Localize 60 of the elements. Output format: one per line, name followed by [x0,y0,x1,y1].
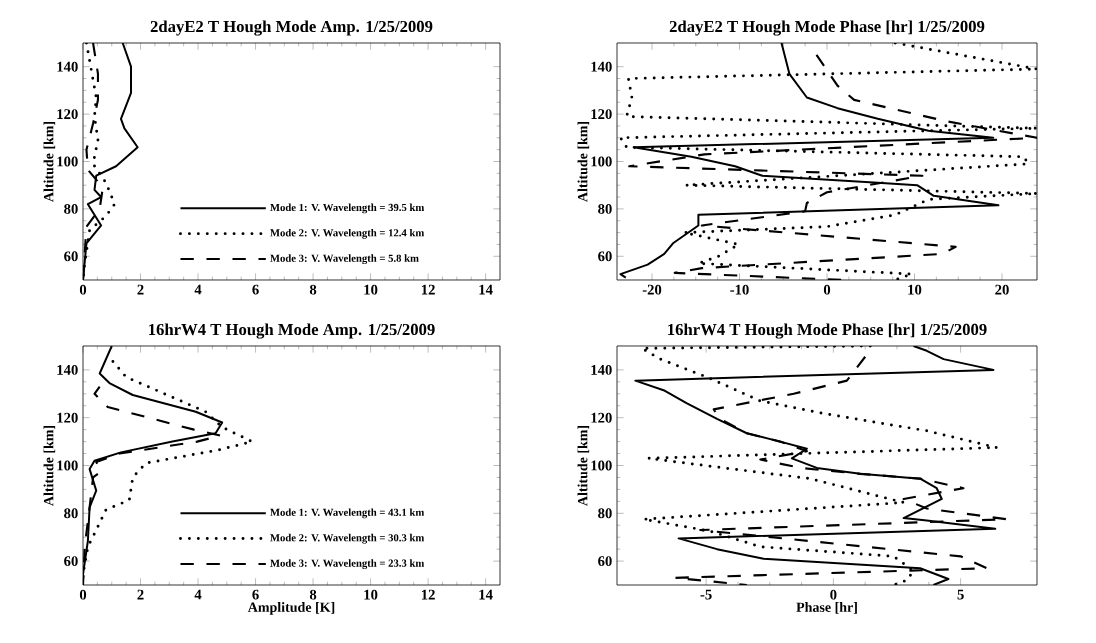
x-tick-label: 10 [364,589,378,600]
y-tick-label: 80 [64,203,78,214]
y-tick-label: 60 [64,556,78,567]
y-tick-label: 140 [591,364,612,375]
x-tick-label: 14 [479,589,493,600]
text: Mode 2: V. Wavelength = 12.4 km [270,228,425,239]
x-tick-label: -5 [700,589,712,600]
text: Mode 1: V. Wavelength = 43.1 km [270,508,425,519]
x-tick-label: 2 [137,284,144,295]
text: Mode 3: V. Wavelength = 5.8 km [270,254,419,265]
y-tick-label: 120 [57,109,78,120]
x-axis-title: Amplitude [K] [247,602,335,615]
y-tick-label: 140 [57,61,78,72]
y-tick-label: 140 [591,61,612,72]
chart-title: 2dayE2 T Hough Mode Amp. 1/25/2009 [150,20,433,36]
y-tick-label: 80 [598,203,612,214]
x-tick-label: 20 [995,284,1009,295]
x-axis-title: Phase [hr] [796,602,857,614]
x-tick-label: 5 [957,589,964,600]
x-tick-label: 4 [194,284,202,295]
y-tick-label: 120 [591,412,612,423]
x-tick-label: 6 [252,284,259,295]
x-tick-label: 12 [421,589,435,600]
y-axis-title: Altitude [km] [577,121,590,202]
y-axis-title: Altitude [km] [43,121,56,202]
y-tick-label: 60 [598,556,612,567]
x-tick-label: 0 [823,284,831,295]
x-tick-label: 0 [79,589,87,600]
x-tick-label: 8 [309,589,317,600]
y-tick-label: 80 [598,508,612,519]
text: Mode 3: V. Wavelength = 23.3 km [270,559,425,570]
y-tick-label: 100 [57,156,78,167]
y-tick-label: 140 [57,364,78,375]
x-tick-label: 10 [908,284,922,295]
y-tick-label: 100 [591,460,612,471]
x-tick-label: 4 [194,589,202,600]
y-tick-label: 120 [57,412,78,423]
x-tick-label: 14 [479,284,493,295]
x-tick-label: 12 [421,284,435,295]
chart-title: 16hrW4 T Hough Mode Phase [hr] 1/25/2009 [668,323,987,339]
x-tick-label: 0 [830,589,837,600]
x-tick-label: 6 [252,589,259,600]
y-tick-label: 100 [57,460,78,471]
x-tick-label: 8 [309,284,317,295]
y-tick-label: 60 [64,251,78,262]
text: Mode 1: V. Wavelength = 39.5 km [270,203,425,214]
chart-title: 16hrW4 T Hough Mode Amp. 1/25/2009 [149,323,435,339]
y-tick-label: 80 [64,508,78,519]
y-tick-label: 100 [591,156,612,167]
chart-title: 2dayE2 T Hough Mode Phase [hr] 1/25/2009 [669,20,985,36]
x-tick-label: -10 [730,284,749,295]
x-tick-label: 10 [364,284,378,295]
text: Mode 2: V. Wavelength = 30.3 km [270,533,425,544]
y-axis-title: Altitude [km] [43,425,56,506]
x-tick-label: 2 [137,589,144,600]
x-tick-label: 0 [79,284,87,295]
y-axis-title: Altitude [km] [577,425,590,506]
y-tick-label: 120 [591,109,612,120]
y-tick-label: 60 [598,251,612,262]
x-tick-label: -20 [642,284,662,295]
